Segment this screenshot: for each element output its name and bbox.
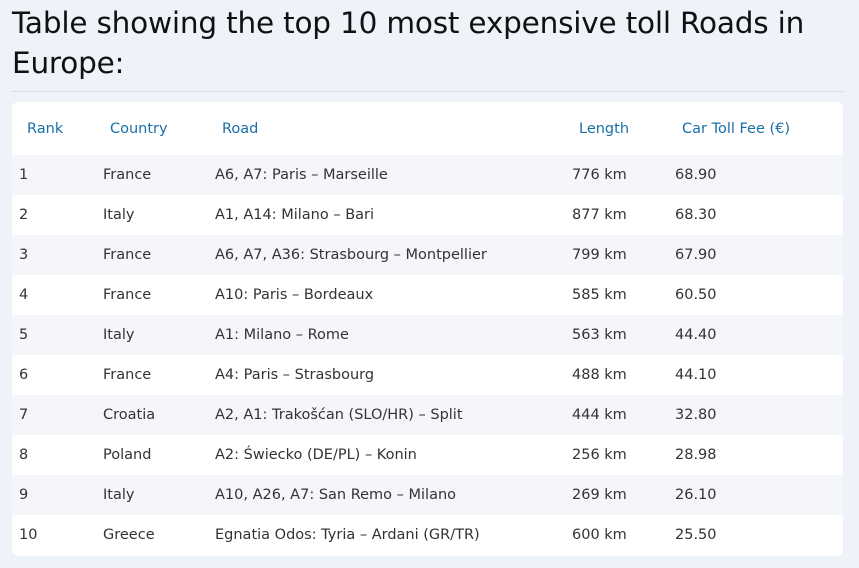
cell-fee: 32.80 [675, 407, 717, 423]
cell-fee: 28.98 [675, 447, 717, 463]
table-row: 3 France A6, A7, A36: Strasbourg – Montp… [12, 235, 843, 275]
cell-road: A2, A1: Trakošćan (SLO/HR) – Split [215, 407, 463, 423]
cell-road: Egnatia Odos: Tyria – Ardani (GR/TR) [215, 527, 480, 543]
header-road: Road [222, 121, 259, 137]
cell-road: A2: Świecko (DE/PL) – Konin [215, 447, 417, 463]
cell-rank: 3 [19, 247, 29, 263]
cell-length: 877 km [572, 207, 627, 223]
cell-road: A4: Paris – Strasbourg [215, 367, 375, 383]
cell-road: A10: Paris – Bordeaux [215, 287, 374, 303]
cell-country: France [103, 367, 152, 383]
toll-roads-table: Rank Country Road Length Car Toll Fee (€… [12, 102, 843, 556]
cell-road: A6, A7: Paris – Marseille [215, 167, 388, 183]
cell-rank: 8 [19, 447, 29, 463]
cell-country: France [103, 167, 152, 183]
cell-country: France [103, 247, 152, 263]
cell-road: A6, A7, A36: Strasbourg – Montpellier [215, 247, 487, 263]
cell-road: A1: Milano – Rome [215, 327, 349, 343]
cell-fee: 44.10 [675, 367, 717, 383]
cell-rank: 1 [19, 167, 29, 183]
cell-fee: 60.50 [675, 287, 717, 303]
title-divider [12, 91, 843, 92]
table-row: 2 Italy A1, A14: Milano – Bari 877 km 68… [12, 195, 843, 235]
page-title: Table showing the top 10 most expensive … [12, 6, 805, 80]
header-country: Country [110, 121, 168, 137]
cell-country: Italy [103, 207, 135, 223]
cell-fee: 68.30 [675, 207, 717, 223]
cell-country: Italy [103, 327, 135, 343]
cell-length: 585 km [572, 287, 627, 303]
cell-country: Poland [103, 447, 152, 463]
header-length: Length [579, 121, 630, 137]
table-row: 10 Greece Egnatia Odos: Tyria – Ardani (… [12, 515, 843, 555]
cell-rank: 7 [19, 407, 29, 423]
cell-length: 256 km [572, 447, 627, 463]
cell-length: 444 km [572, 407, 627, 423]
table-row: 5 Italy A1: Milano – Rome 563 km 44.40 [12, 315, 843, 355]
table-row: 9 Italy A10, A26, A7: San Remo – Milano … [12, 475, 843, 515]
cell-rank: 4 [19, 287, 29, 303]
table-header-row: Rank Country Road Length Car Toll Fee (€… [12, 102, 843, 155]
cell-fee: 25.50 [675, 527, 717, 543]
cell-rank: 6 [19, 367, 29, 383]
header-rank: Rank [27, 121, 64, 137]
cell-road: A1, A14: Milano – Bari [215, 207, 375, 223]
table-row: 8 Poland A2: Świecko (DE/PL) – Konin 256… [12, 435, 843, 475]
table-row: 6 France A4: Paris – Strasbourg 488 km 4… [12, 355, 843, 395]
cell-rank: 10 [19, 527, 38, 543]
cell-length: 776 km [572, 167, 627, 183]
cell-fee: 26.10 [675, 487, 717, 503]
cell-fee: 68.90 [675, 167, 717, 183]
cell-country: Croatia [103, 407, 156, 423]
cell-country: Italy [103, 487, 135, 503]
cell-length: 563 km [572, 327, 627, 343]
cell-length: 600 km [572, 527, 627, 543]
cell-length: 799 km [572, 247, 627, 263]
cell-length: 488 km [572, 367, 627, 383]
cell-country: Greece [103, 527, 155, 543]
cell-rank: 2 [19, 207, 29, 223]
cell-fee: 67.90 [675, 247, 717, 263]
header-car-toll-fee: Car Toll Fee (€) [682, 121, 791, 137]
cell-road: A10, A26, A7: San Remo – Milano [215, 487, 457, 503]
table-row: 1 France A6, A7: Paris – Marseille 776 k… [12, 155, 843, 195]
table-row: 7 Croatia A2, A1: Trakošćan (SLO/HR) – S… [12, 395, 843, 435]
cell-fee: 44.40 [675, 327, 717, 343]
cell-length: 269 km [572, 487, 627, 503]
table-row: 4 France A10: Paris – Bordeaux 585 km 60… [12, 275, 843, 315]
cell-rank: 5 [19, 327, 29, 343]
cell-rank: 9 [19, 487, 29, 503]
cell-country: France [103, 287, 152, 303]
